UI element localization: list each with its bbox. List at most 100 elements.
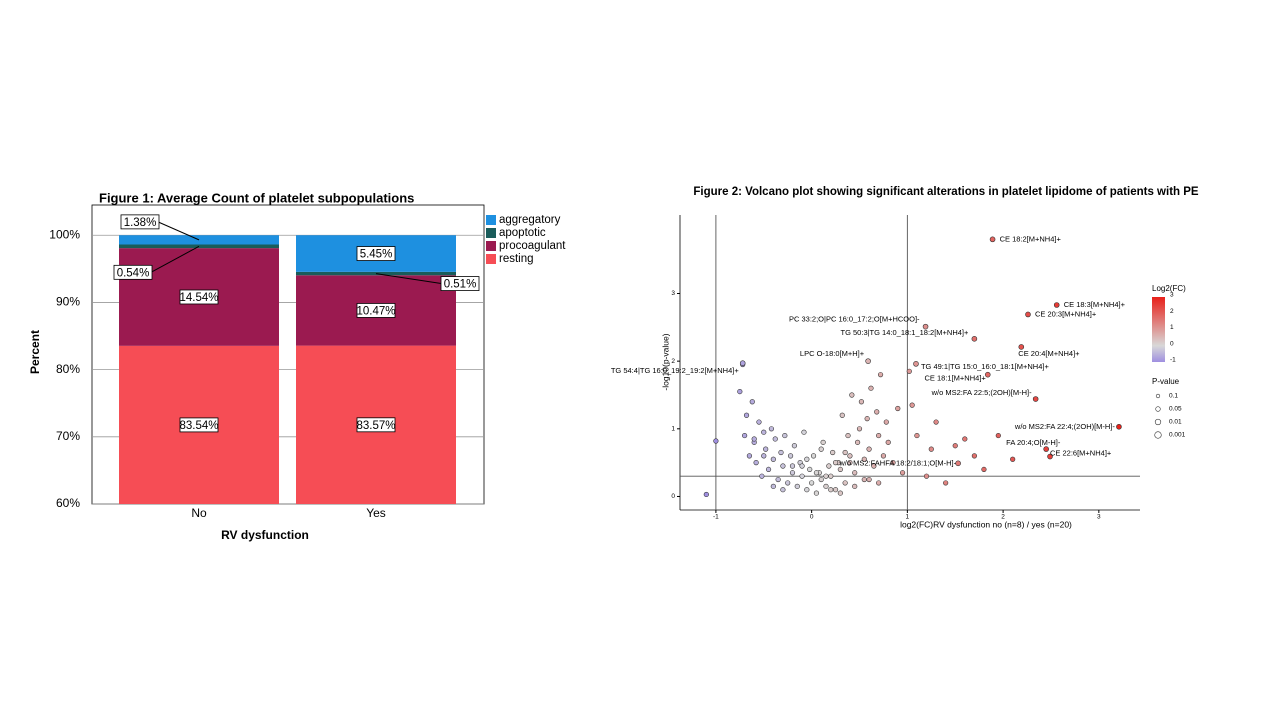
point <box>984 371 991 378</box>
y-tick-label: 80% <box>56 362 80 376</box>
point <box>847 453 853 459</box>
data-label-box <box>179 417 219 433</box>
y-tick-label: 90% <box>56 295 80 309</box>
point <box>923 473 930 479</box>
point <box>789 470 796 476</box>
x-tick-label: 1 <box>906 514 910 521</box>
size-legend-label: 0.1 <box>1169 393 1178 400</box>
size-legend-label: 0.05 <box>1169 406 1182 413</box>
legend-swatch <box>486 241 496 251</box>
point <box>868 385 874 391</box>
data-label: 83.54% <box>179 420 218 432</box>
point <box>895 405 901 412</box>
size-legend-label: 0.01 <box>1169 419 1182 426</box>
leader-line <box>150 245 200 273</box>
point <box>759 473 765 479</box>
point <box>809 480 815 486</box>
point <box>742 432 748 439</box>
annotation: TG 54:4|TG 16:0_19:2_19:2[M+NH4]+ <box>611 366 739 375</box>
point <box>761 429 767 435</box>
point <box>852 483 858 489</box>
point <box>780 463 786 469</box>
point <box>737 388 743 395</box>
point <box>971 453 977 459</box>
point <box>883 419 889 425</box>
point <box>765 466 772 473</box>
data-label-box <box>179 289 219 305</box>
point <box>818 446 824 452</box>
point <box>789 463 796 469</box>
point <box>906 368 912 374</box>
point <box>995 432 1001 439</box>
point <box>913 361 919 367</box>
point <box>876 432 882 439</box>
x-tick-label: -1 <box>713 514 719 521</box>
point <box>743 412 750 418</box>
data-label-box <box>120 214 160 230</box>
point <box>865 358 871 364</box>
point <box>763 446 769 452</box>
point <box>842 480 848 486</box>
legend-swatch <box>486 228 496 238</box>
x-tick-label: 2 <box>1001 514 1005 521</box>
point <box>885 439 891 445</box>
point <box>813 470 820 476</box>
data-label-group: 14.54% <box>179 289 219 305</box>
data-label: 10.47% <box>356 305 395 317</box>
data-label-group: 1.38% <box>120 214 160 230</box>
data-label-group: 83.54% <box>179 417 219 433</box>
point <box>785 480 791 486</box>
legend-label: aggregatory <box>499 214 561 226</box>
point <box>753 460 759 466</box>
y-tick-label: 70% <box>56 429 80 443</box>
size-legend-label: 0.001 <box>1169 432 1186 439</box>
point <box>1047 453 1053 460</box>
point <box>871 463 877 469</box>
point <box>981 466 987 473</box>
point <box>787 453 794 459</box>
annotation: LPC O-18:0[M+H]+ <box>800 349 865 358</box>
point <box>768 426 775 432</box>
point <box>749 399 755 405</box>
point <box>928 446 934 452</box>
point <box>952 443 958 449</box>
point <box>842 449 848 456</box>
point <box>922 323 929 330</box>
point <box>713 438 719 444</box>
point <box>813 490 820 496</box>
point <box>1025 311 1031 318</box>
point <box>746 453 753 459</box>
point <box>799 463 805 469</box>
point <box>837 466 843 473</box>
point <box>823 473 829 479</box>
y-tick-label: 1 <box>671 426 675 433</box>
annotation: TG 49:1|TG 15:0_16:0_18:1[M+NH4]+ <box>921 362 1049 371</box>
point <box>1043 446 1049 452</box>
point <box>876 480 882 486</box>
point <box>877 372 884 378</box>
annotation: CE 18:2[M+NH4]+ <box>1000 234 1062 243</box>
point <box>794 483 800 489</box>
point <box>858 399 865 405</box>
annotation: CE 18:1[M+NH4]+ <box>925 374 987 383</box>
point <box>739 360 746 366</box>
point <box>989 236 996 243</box>
point <box>880 453 887 459</box>
y-tick-label: 60% <box>56 496 80 510</box>
point <box>778 449 784 456</box>
annotation: PC 33:2;O|PC 16:0_17:2;O[M+HCOO]- <box>789 315 920 324</box>
colorbar-tick-label: -1 <box>1170 357 1176 364</box>
point <box>832 487 839 493</box>
point <box>804 487 810 493</box>
point <box>837 490 843 496</box>
point <box>756 419 762 425</box>
point <box>828 473 834 479</box>
data-label-box <box>440 276 480 291</box>
data-label-group: 83.57% <box>356 417 396 433</box>
point <box>914 432 920 439</box>
point <box>804 456 810 462</box>
data-label: 83.57% <box>356 420 395 432</box>
y-tick-label: 3 <box>671 290 675 297</box>
x-axis-title: RV dysfunction <box>221 528 309 542</box>
colorbar-tick-label: 1 <box>1170 324 1174 331</box>
